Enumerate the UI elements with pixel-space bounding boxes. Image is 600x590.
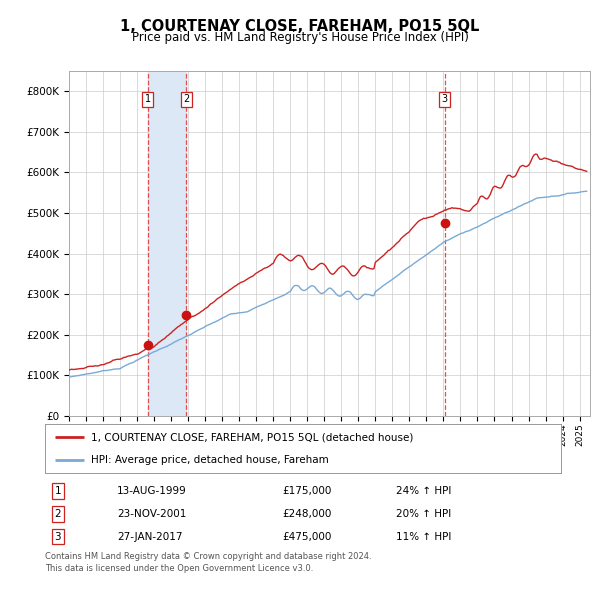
Text: 13-AUG-1999: 13-AUG-1999 — [117, 486, 187, 496]
Text: £175,000: £175,000 — [283, 486, 332, 496]
Text: £475,000: £475,000 — [283, 532, 332, 542]
Text: 11% ↑ HPI: 11% ↑ HPI — [396, 532, 451, 542]
Text: 3: 3 — [442, 94, 448, 104]
Text: 1, COURTENAY CLOSE, FAREHAM, PO15 5QL: 1, COURTENAY CLOSE, FAREHAM, PO15 5QL — [121, 19, 479, 34]
Text: Price paid vs. HM Land Registry's House Price Index (HPI): Price paid vs. HM Land Registry's House … — [131, 31, 469, 44]
Text: This data is licensed under the Open Government Licence v3.0.: This data is licensed under the Open Gov… — [45, 563, 313, 572]
Text: 27-JAN-2017: 27-JAN-2017 — [117, 532, 183, 542]
Text: Contains HM Land Registry data © Crown copyright and database right 2024.: Contains HM Land Registry data © Crown c… — [45, 552, 371, 561]
Text: 1: 1 — [145, 94, 151, 104]
Text: HPI: Average price, detached house, Fareham: HPI: Average price, detached house, Fare… — [91, 455, 329, 465]
Text: 20% ↑ HPI: 20% ↑ HPI — [396, 509, 451, 519]
Text: 2: 2 — [183, 94, 190, 104]
Text: 1, COURTENAY CLOSE, FAREHAM, PO15 5QL (detached house): 1, COURTENAY CLOSE, FAREHAM, PO15 5QL (d… — [91, 432, 414, 442]
Text: 1: 1 — [55, 486, 61, 496]
Text: £248,000: £248,000 — [283, 509, 332, 519]
Text: 2: 2 — [55, 509, 61, 519]
Text: 3: 3 — [55, 532, 61, 542]
Text: 24% ↑ HPI: 24% ↑ HPI — [396, 486, 451, 496]
Text: 23-NOV-2001: 23-NOV-2001 — [117, 509, 187, 519]
Bar — [148, 71, 187, 416]
